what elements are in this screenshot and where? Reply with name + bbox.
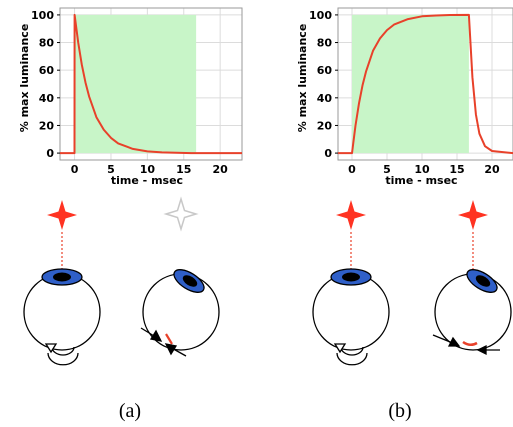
chart-a-xlabel: time - msec: [111, 174, 183, 187]
chart-a-plot-frame: [59, 7, 243, 161]
stimulus-star-icon: [47, 200, 77, 230]
x-tick-label: 5: [107, 163, 115, 176]
chart-a: 0 5 10 15 20 0 20 40 60 80 100 time - msec % max l…: [18, 7, 243, 187]
chart-b-ylabel: % max luminance: [296, 24, 309, 133]
y-tick-label: 80: [317, 37, 333, 50]
stimulus-star-icon: [336, 200, 366, 230]
x-tick-label: 10: [140, 163, 156, 176]
x-tick-label: 20: [484, 163, 500, 176]
chart-a-ticks: 0 5 10 15 20 0 20 40 60 80 100: [31, 9, 228, 176]
y-tick-label: 100: [309, 9, 332, 22]
stimulus-star-icon: [458, 200, 488, 230]
y-tick-label: 20: [39, 119, 55, 132]
chart-a-frame-window: [74, 14, 197, 154]
retinal-streak: [462, 340, 478, 346]
faded-star-icon: [163, 196, 199, 232]
chart-b-frame-window: [352, 14, 469, 154]
y-tick-label: 40: [39, 92, 55, 105]
illustration-b: [312, 200, 512, 366]
eye-icon: [142, 269, 220, 351]
x-tick-label: 20: [213, 163, 229, 176]
retinal-streak: [165, 333, 173, 345]
chart-b-xlabel: time - msec: [385, 174, 457, 187]
y-tick-label: 60: [39, 64, 55, 77]
x-tick-label: 5: [383, 163, 391, 176]
eye-icon: [312, 268, 390, 351]
y-tick-label: 80: [39, 37, 55, 50]
chart-b-plot-frame: [337, 7, 513, 161]
chart-b-luminance-line: [338, 13, 513, 155]
y-tick-label: 0: [324, 147, 332, 160]
x-tick-label: 0: [71, 163, 79, 176]
y-tick-label: 100: [31, 9, 54, 22]
panel-label-b: (b): [388, 400, 411, 422]
rotation-arrow-icon: [333, 343, 368, 366]
y-tick-label: 0: [46, 147, 54, 160]
panel-label-a: (a): [119, 400, 141, 422]
y-tick-label: 60: [317, 64, 333, 77]
chart-b: 0 5 10 15 20 0 20 40 60 80 100 time - msec % max l…: [296, 7, 513, 187]
y-tick-label: 40: [317, 92, 333, 105]
streak-arrows: [140, 327, 187, 357]
rotation-arrow-icon: [44, 343, 79, 366]
chart-b-ticks: 0 5 10 15 20 0 20 40 60 80 100: [309, 9, 500, 176]
x-tick-label: 0: [348, 163, 356, 176]
x-tick-label: 15: [176, 163, 191, 176]
chart-a-luminance-line: [60, 13, 242, 155]
x-tick-label: 10: [414, 163, 430, 176]
chart-a-ylabel: % max luminance: [18, 24, 31, 133]
eye-icon: [434, 269, 512, 351]
x-tick-label: 15: [449, 163, 464, 176]
eye-icon: [23, 268, 101, 351]
streak-arrows: [432, 334, 500, 356]
y-tick-label: 20: [317, 119, 333, 132]
illustration-a: [23, 196, 220, 366]
